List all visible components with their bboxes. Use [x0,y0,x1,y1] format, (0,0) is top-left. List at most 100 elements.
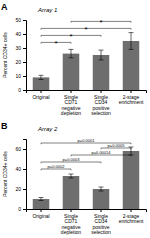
tick-mark [23,189,26,190]
tick-label-line: depletion [61,229,82,235]
significance-label: p=0.0003 [63,157,81,162]
chart: * * * * 0 10 20 30 40 50 Original SingleCD71negativ… [0,0,150,238]
tick: SingleCD34positiveselection [91,90,111,116]
significance-bracket [71,21,131,22]
tick: 0 [18,87,26,93]
tick-mark [23,48,26,49]
tick-label-line: Original [32,213,49,219]
tick-mark [41,209,42,212]
significance-bracket [71,155,131,156]
tick-mark [101,209,102,212]
tick-label: 0 [18,206,21,212]
tick-label: SingleCD34positiveselection [91,94,111,117]
tick-mark [131,90,132,93]
significance-bracket [41,169,71,170]
x-axis: Original SingleCD71negativedepletion Singl… [27,209,147,235]
plot-clip [33,143,140,209]
significance-label: * [54,39,57,48]
tick: 60 [15,146,26,152]
tick-mark [71,209,72,212]
bar [93,55,110,90]
tick-mark [23,209,26,210]
tick-mark [23,76,26,77]
error-bar [39,75,44,79]
tick: 10 [15,73,26,79]
significance-label: p=0.00014 [91,150,111,155]
tick-label-line: selection [91,110,111,116]
plot-clip [33,21,140,90]
significance-bracket [41,143,131,144]
tick-mark [23,90,26,91]
tick: 50 [15,17,26,23]
tick-label: 40 [15,166,21,172]
tick-label: 0 [18,87,21,93]
error-bar [69,49,74,57]
significance-label: * [84,25,87,34]
y-axis: 0 20 40 60 [15,140,26,213]
significance-label: p=0.0005 [108,143,126,148]
bar [123,151,140,209]
bar [63,54,80,90]
y-axis-title: Percent CD34+ cells [2,32,8,78]
tick-label-line: selection [91,229,111,235]
tick-label: 20 [15,186,21,192]
title: Array 1 [37,7,57,13]
tick: 20 [15,59,26,65]
panel-label: B [1,121,8,131]
plot-area [33,21,140,90]
tick-label: 2-stageenrichment [119,94,144,106]
tick: SingleCD71negativedepletion [61,209,82,235]
significance-label: * [99,18,102,27]
x-axis: Original SingleCD71negativedepletion Singl… [27,90,147,116]
tick-label: 20 [15,59,21,65]
tick: 40 [15,31,26,37]
tick-label-line: Original [32,94,49,100]
significance-bracket [41,42,71,43]
tick-label: 30 [15,45,21,51]
significance-bracket [41,28,131,29]
y-axis-title: Percent CD34+ cells [2,151,8,197]
axis-line [23,140,27,210]
tick-mark [23,34,26,35]
tick-mark [71,90,72,93]
tick-label-line: enrichment [119,99,144,105]
tick: 20 [15,186,26,192]
tick-label: Original [32,94,49,100]
tick-label: 10 [15,73,21,79]
bar [63,176,80,209]
tick: 30 [15,45,26,51]
error-bar [129,33,134,50]
tick: SingleCD71negativedepletion [61,90,82,116]
tick: Original [32,90,49,100]
error-bar [99,50,104,60]
tick-mark [23,169,26,170]
tick-label-line: depletion [61,110,82,116]
tick: Original [32,209,49,219]
tick-mark [41,90,42,93]
title: Array 2 [37,126,58,132]
tick: 2-stageenrichment [119,209,144,224]
tick: 40 [15,166,26,172]
tick-label: Original [32,213,49,219]
tick-mark [131,209,132,212]
tick-label: SingleCD71negativedepletion [61,94,82,117]
tick: 2-stageenrichment [119,90,144,105]
tick-label-line: enrichment [119,218,144,224]
significance-label: * [69,32,72,41]
significance-label: p=0.0002 [48,164,66,169]
tick: SingleCD34positiveselection [91,209,111,235]
bar [93,189,110,209]
tick: 0 [18,206,26,212]
error-bar [99,187,104,191]
panel: p=0.0002p=0.0003p=0.00014p=0.0005p=0.000… [1,121,147,235]
significance-bracket [41,162,101,163]
plot-area [33,143,140,209]
tick-label: 50 [15,17,21,23]
tick-mark [23,20,26,21]
tick-mark [23,149,26,150]
error-bar [39,198,44,201]
tick-mark [101,90,102,93]
error-bar [69,174,74,178]
tick-label: 40 [15,31,21,37]
tick-label: 60 [15,146,21,152]
